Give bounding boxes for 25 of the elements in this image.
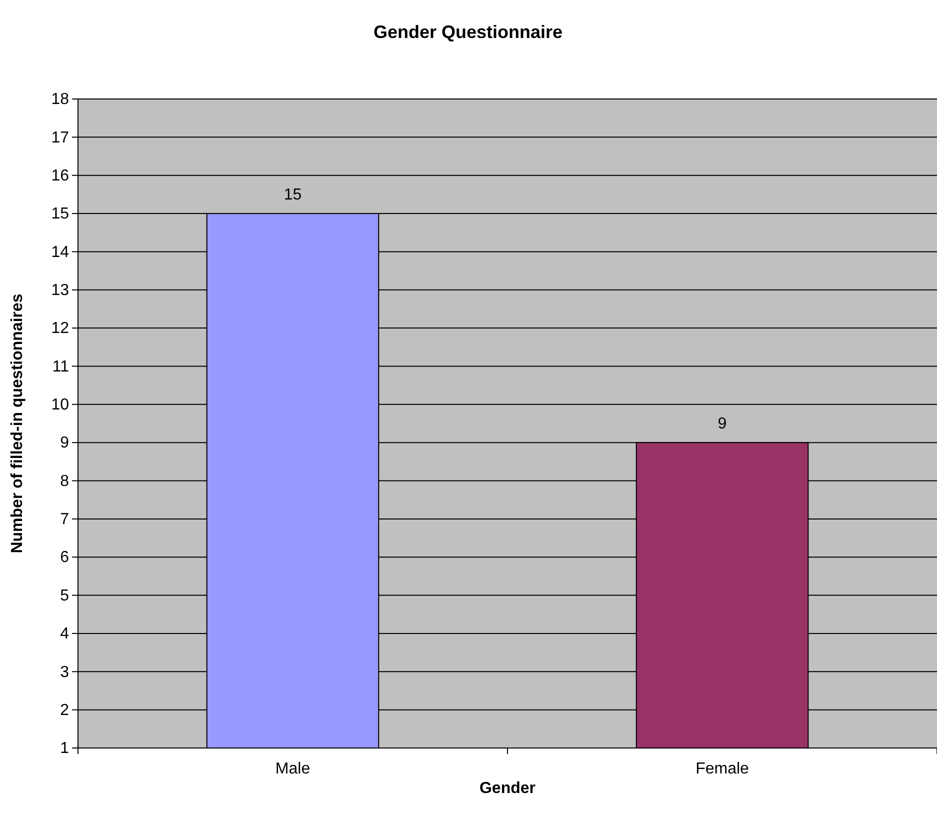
y-tick-label: 14 (51, 244, 70, 261)
y-tick-label: 9 (60, 434, 70, 452)
x-axis-title: Gender (479, 780, 536, 797)
y-tick-label: 12 (51, 320, 70, 338)
y-tick-label: 17 (51, 129, 70, 146)
y-tick-label: 5 (60, 587, 70, 604)
x-tick-label: Male (275, 760, 310, 778)
y-tick-label: 8 (60, 472, 70, 490)
y-tick-label: 4 (60, 626, 70, 643)
y-tick-label: 13 (51, 282, 70, 299)
data-label: 15 (284, 186, 302, 204)
y-tick-label: 10 (51, 396, 70, 414)
x-tick-label: Female (696, 760, 750, 778)
y-tick-label: 3 (60, 664, 70, 681)
data-label: 9 (718, 416, 727, 433)
y-tick-label: 7 (60, 511, 70, 528)
y-tick-label: 16 (51, 167, 70, 184)
y-tick-label: 18 (51, 91, 70, 108)
y-tick-label: 1 (60, 740, 70, 758)
y-tick-label: 2 (60, 702, 70, 719)
y-tick-label: 11 (52, 358, 70, 376)
chart-title: Gender Questionnaire (373, 22, 563, 42)
y-tick-label: 15 (51, 206, 70, 223)
y-axis-title: Number of filled-in questionnaires (9, 294, 26, 554)
y-tick-label: 6 (60, 549, 70, 566)
